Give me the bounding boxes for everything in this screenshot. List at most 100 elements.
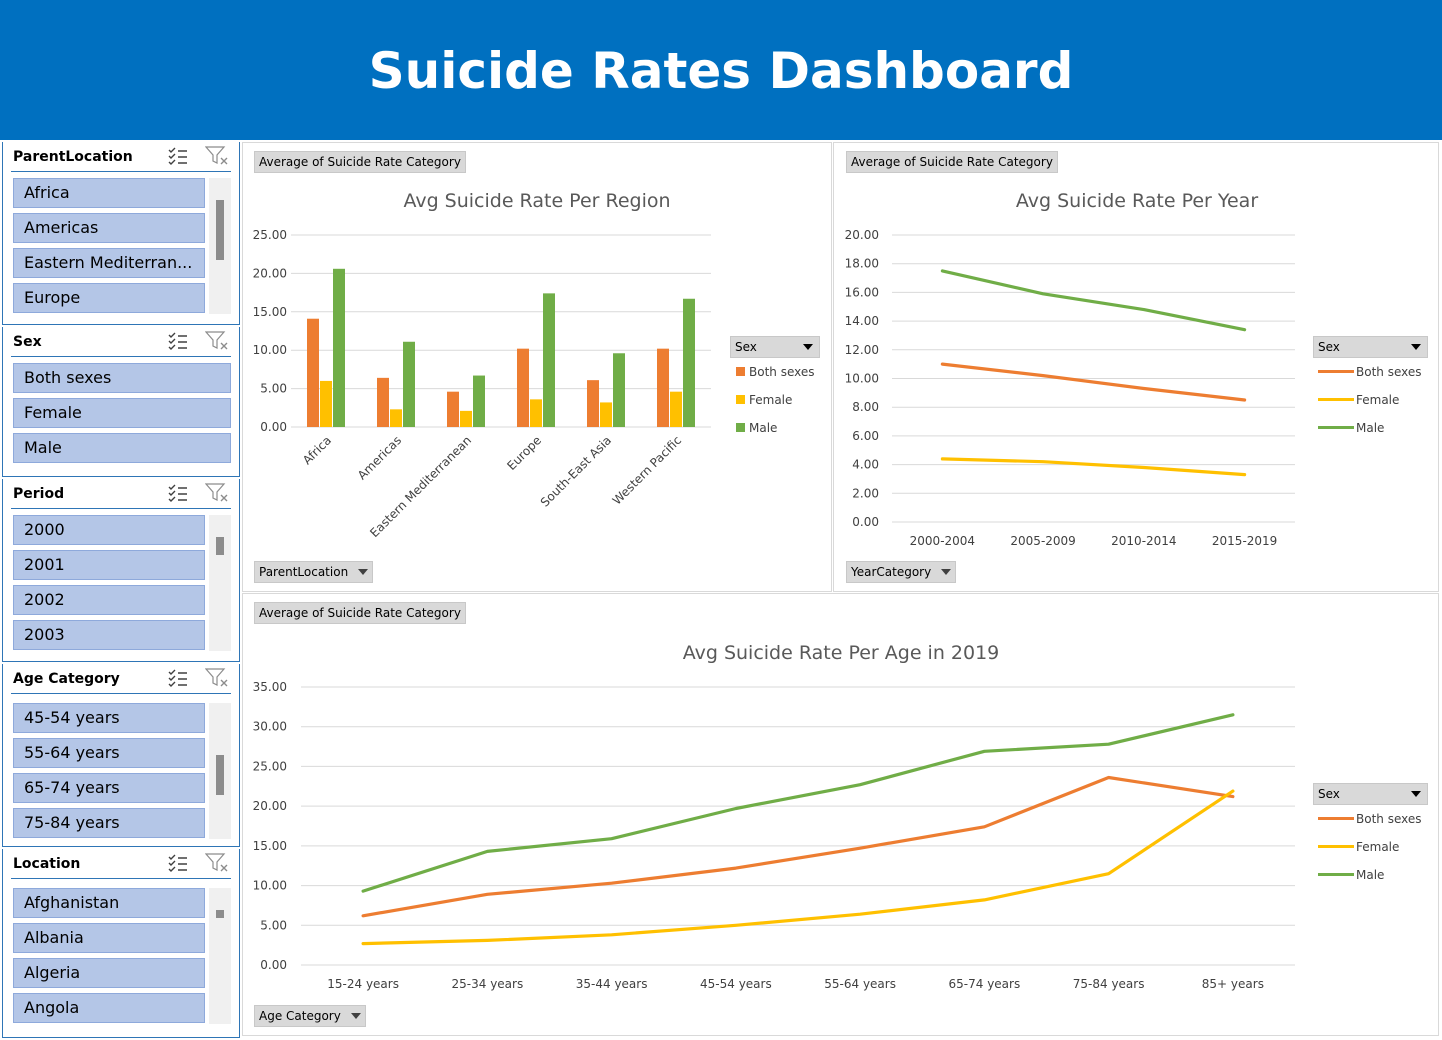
slicer-header: Sex — [11, 327, 231, 357]
slicer-item-2003[interactable]: 2003 — [13, 620, 205, 650]
slicer-scrollbar[interactable] — [209, 703, 231, 839]
x-tick-label: Americas — [355, 433, 404, 482]
slicer-scrollbar[interactable] — [209, 888, 231, 1024]
legend-swatch — [1318, 426, 1354, 429]
y-tick-label: 10.00 — [253, 343, 287, 357]
multi-select-icon[interactable] — [167, 146, 189, 166]
slicer-item-africa[interactable]: Africa — [13, 178, 205, 208]
slicer-panel: ParentLocation Africa Americas Eastern M… — [2, 142, 240, 1040]
slicer-item-2002[interactable]: 2002 — [13, 585, 205, 615]
y-tick-label: 6.00 — [852, 429, 879, 443]
multi-select-icon[interactable] — [167, 853, 189, 873]
scroll-thumb[interactable] — [216, 200, 224, 260]
bar-female-eastern-mediterranean — [460, 410, 472, 427]
slicer-item-albania[interactable]: Albania — [13, 923, 205, 953]
y-tick-label: 35.00 — [253, 680, 287, 694]
legend-item-both-sexes: Both sexes — [1318, 365, 1422, 379]
clear-filter-icon[interactable] — [205, 145, 229, 167]
y-tick-label: 20.00 — [253, 266, 287, 280]
value-field-button[interactable]: Average of Suicide Rate Category — [254, 602, 466, 624]
x-tick-label: 45-54 years — [700, 977, 772, 991]
x-tick-label: 85+ years — [1202, 977, 1264, 991]
slicer-item-male[interactable]: Male — [13, 433, 231, 463]
bar-female-africa — [320, 380, 332, 427]
slicer-item-45-54-years[interactable]: 45-54 years — [13, 703, 205, 733]
slicer-header: Period — [11, 479, 231, 509]
y-tick-label: 5.00 — [260, 382, 287, 396]
slicer-item-eastern-mediterranean[interactable]: Eastern Mediterran... — [13, 248, 205, 278]
slicer-item-europe[interactable]: Europe — [13, 283, 205, 313]
bar-male-south-east-asia — [613, 353, 625, 427]
slicer-title: Location — [13, 856, 81, 872]
x-tick-label: 2010-2014 — [1111, 534, 1176, 548]
chart-title: Avg Suicide Rate Per Region — [403, 190, 670, 212]
bar-male-africa — [333, 268, 345, 427]
slicer-item-algeria[interactable]: Algeria — [13, 958, 205, 988]
slicer-item-65-74-years[interactable]: 65-74 years — [13, 773, 205, 803]
legend-title: Sex — [1318, 340, 1340, 354]
slicer-item-angola[interactable]: Angola — [13, 993, 205, 1023]
series-line-male — [361, 713, 1235, 893]
y-tick-label: 5.00 — [260, 918, 287, 932]
x-tick-label: 2000-2004 — [910, 534, 975, 548]
legend-label: Female — [1356, 393, 1400, 407]
slicer-title: Age Category — [13, 671, 120, 687]
clear-filter-icon[interactable] — [205, 482, 229, 504]
axis-field-label: Age Category — [259, 1009, 341, 1023]
y-tick-label: 15.00 — [253, 305, 287, 319]
series-line-female — [361, 789, 1235, 946]
multi-select-icon[interactable] — [167, 483, 189, 503]
dropdown-arrow-icon — [350, 1013, 361, 1019]
slicer-scrollbar[interactable] — [209, 515, 231, 651]
slicer-item-afghanistan[interactable]: Afghanistan — [13, 888, 205, 918]
series-line-both-sexes — [361, 775, 1235, 918]
bar-both-sexes-europe — [517, 348, 529, 427]
legend-swatch — [736, 367, 745, 376]
value-field-button[interactable]: Average of Suicide Rate Category — [254, 151, 466, 173]
y-tick-label: 25.00 — [253, 759, 287, 773]
legend-label: Both sexes — [749, 365, 815, 379]
y-tick-label: 10.00 — [845, 372, 879, 386]
series-line-both-sexes — [940, 362, 1247, 402]
legend-filter-button[interactable]: Sex — [1313, 783, 1428, 805]
axis-field-button[interactable]: YearCategory — [846, 561, 957, 583]
scroll-thumb[interactable] — [216, 537, 224, 555]
legend-swatch — [1318, 845, 1354, 848]
legend-filter-button[interactable]: Sex — [730, 336, 820, 358]
clear-filter-icon[interactable] — [205, 667, 229, 689]
multi-select-icon[interactable] — [167, 668, 189, 688]
slicer-item-both-sexes[interactable]: Both sexes — [13, 363, 231, 393]
clear-filter-icon[interactable] — [205, 852, 229, 874]
axis-field-button[interactable]: Age Category — [254, 1005, 366, 1027]
scroll-thumb[interactable] — [216, 910, 224, 918]
legend-item-female: Female — [1318, 840, 1399, 854]
bar-both-sexes-eastern-mediterranean — [447, 391, 459, 427]
slicer-scrollbar[interactable] — [209, 178, 231, 314]
slicer-item-55-64-years[interactable]: 55-64 years — [13, 738, 205, 768]
x-tick-label: Western Pacific — [610, 433, 684, 507]
legend-filter-button[interactable]: Sex — [1313, 336, 1428, 358]
slicer-item-2001[interactable]: 2001 — [13, 550, 205, 580]
x-tick-label: Europe — [504, 433, 544, 473]
slicer-item-2000[interactable]: 2000 — [13, 515, 205, 545]
value-field-button[interactable]: Average of Suicide Rate Category — [846, 151, 1058, 173]
clear-filter-icon[interactable] — [205, 330, 229, 352]
legend-item-female: Female — [736, 393, 792, 407]
slicer-title: Sex — [13, 334, 42, 350]
scroll-thumb[interactable] — [216, 755, 224, 795]
slicer-item-75-84-years[interactable]: 75-84 years — [13, 808, 205, 838]
multi-select-icon[interactable] — [167, 331, 189, 351]
dropdown-arrow-icon — [1411, 791, 1421, 797]
chart-region-panel: Average of Suicide Rate Category Avg Sui… — [242, 142, 832, 592]
series-line-male — [940, 269, 1247, 332]
x-tick-label: 35-44 years — [576, 977, 648, 991]
slicer-parentlocation: ParentLocation Africa Americas Eastern M… — [2, 142, 240, 325]
legend-item-both-sexes: Both sexes — [736, 365, 815, 379]
slicer-item-americas[interactable]: Americas — [13, 213, 205, 243]
y-tick-label: 0.00 — [260, 420, 287, 434]
legend-swatch — [1318, 873, 1354, 876]
legend-label: Female — [749, 393, 793, 407]
axis-field-button[interactable]: ParentLocation — [254, 561, 374, 583]
bar-both-sexes-south-east-asia — [587, 380, 599, 427]
slicer-item-female[interactable]: Female — [13, 398, 231, 428]
